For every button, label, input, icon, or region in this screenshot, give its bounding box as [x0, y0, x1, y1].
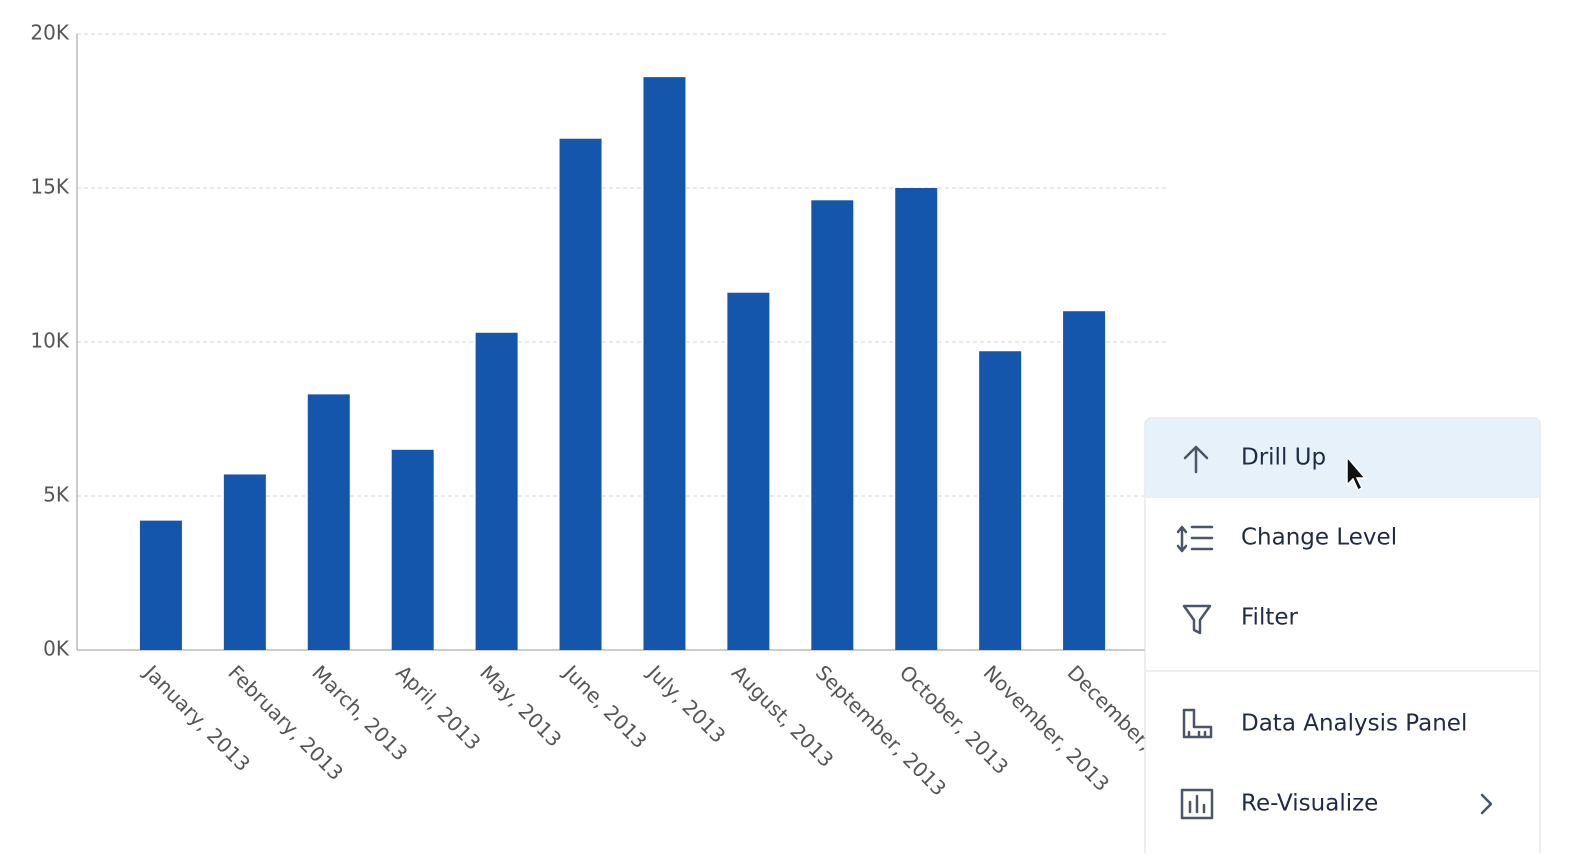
menu-panel: [1144, 417, 1541, 857]
bar[interactable]: [559, 138, 602, 650]
bar[interactable]: [895, 188, 938, 650]
menu-item[interactable]: [1146, 420, 1539, 496]
bar[interactable]: [811, 200, 854, 650]
bar[interactable]: [307, 394, 350, 650]
bar[interactable]: [139, 520, 182, 650]
bar[interactable]: [1063, 311, 1106, 650]
bar[interactable]: [727, 292, 770, 650]
bar[interactable]: [223, 474, 266, 650]
icon-change-level: [1176, 525, 1214, 553]
icon-filter: [1182, 604, 1212, 635]
icon-drill-up: [1183, 445, 1209, 474]
y-tick-label: 15K: [30, 175, 69, 199]
menu-item-label: Change Level: [1241, 525, 1397, 551]
submenu-chevron: [1480, 793, 1493, 815]
menu-item-label: Drill Up: [1241, 445, 1326, 471]
y-tick-label: 10K: [30, 329, 69, 353]
x-tick-label: May, 2013: [475, 660, 566, 751]
icon-revisualize: [1180, 788, 1214, 820]
icon-data-panel: [1182, 708, 1213, 739]
bar[interactable]: [979, 351, 1022, 650]
context-menu: Drill Up Change Level Filter Data Analysis …: [1144, 417, 1541, 857]
bar[interactable]: [391, 449, 434, 650]
x-tick-label: July, 2013: [642, 659, 731, 748]
y-tick-label: 5K: [43, 483, 70, 507]
menu-highlight: [1146, 419, 1539, 498]
menu-item[interactable]: [1146, 580, 1539, 656]
bar[interactable]: [643, 77, 686, 651]
y-tick-label: 20K: [30, 21, 69, 45]
menu-item-label: Filter: [1241, 605, 1299, 631]
cursor: [1346, 454, 1367, 492]
menu-item-label: Re-Visualize: [1241, 791, 1378, 817]
bar[interactable]: [475, 332, 518, 650]
x-tick-label: June, 2013: [558, 659, 652, 753]
y-tick-label: 0K: [43, 637, 70, 661]
menu-item-label: Data Analysis Panel: [1241, 711, 1467, 737]
